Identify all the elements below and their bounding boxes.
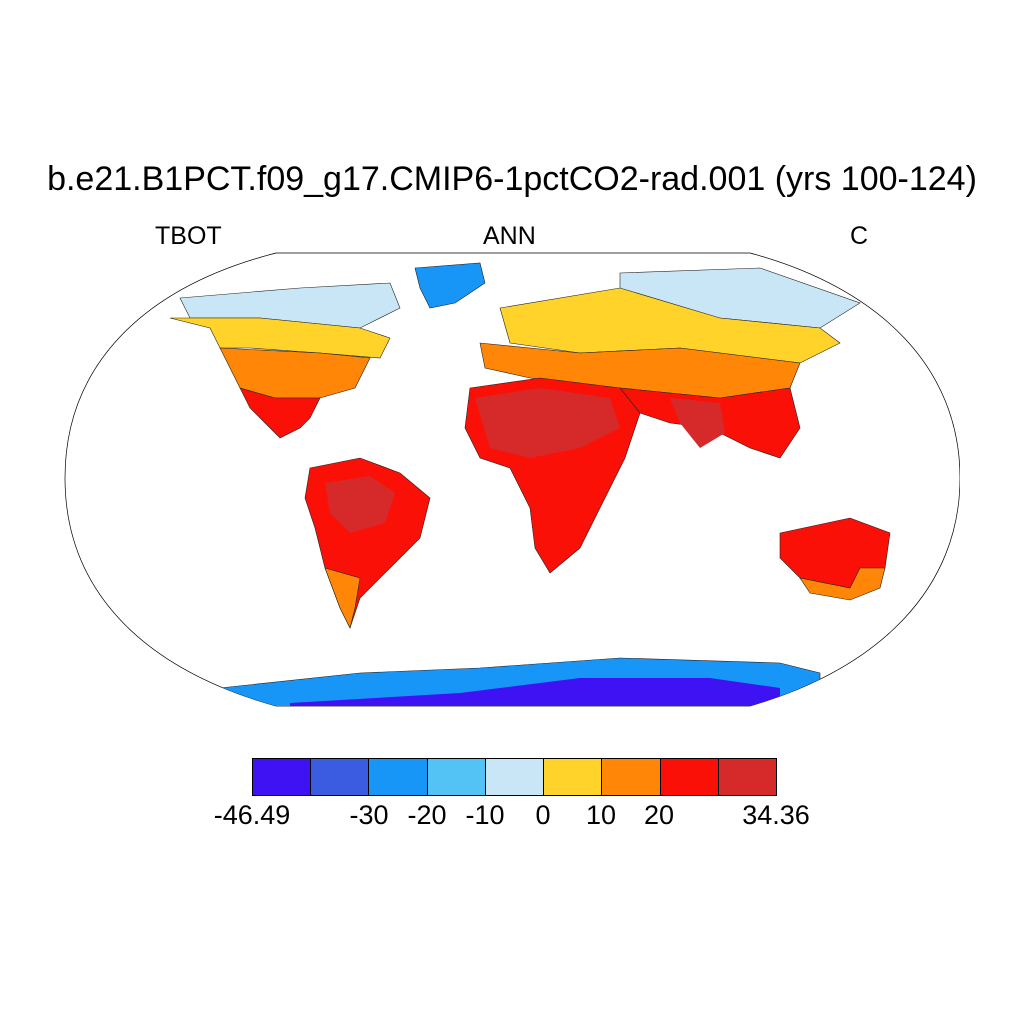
colorbar-swatch	[718, 759, 776, 795]
plot-title: b.e21.B1PCT.f09_g17.CMIP6-1pctCO2-rad.00…	[47, 160, 977, 198]
variable-label: TBOT	[155, 222, 222, 250]
central-america	[239, 387, 321, 439]
antarctica-interior	[290, 678, 780, 706]
colorbar-label: 0	[535, 800, 551, 830]
units-label: C	[850, 222, 869, 250]
amazon-hot	[325, 476, 395, 533]
colorbar-label: 34.36	[742, 800, 810, 830]
greenland	[414, 262, 486, 309]
colorbar-swatch	[427, 759, 486, 795]
india-hot	[670, 398, 725, 448]
colorbar-swatch	[311, 759, 370, 795]
colorbar-swatch	[602, 759, 661, 795]
australia-south	[799, 567, 886, 601]
colorbar-label: -20	[407, 800, 447, 830]
colorbar-swatch	[660, 759, 719, 795]
colorbar-swatch	[544, 759, 603, 795]
season-label: ANN	[483, 222, 536, 250]
colorbar	[252, 758, 777, 796]
sahara-hot	[475, 388, 620, 458]
patagonia	[324, 567, 361, 629]
colorbar-labels: -46.49 -30 -20 -10 0 10 20 34.36	[0, 800, 1024, 840]
colorbar-label: -10	[465, 800, 505, 830]
colorbar-swatch	[369, 759, 428, 795]
world-map	[64, 252, 960, 707]
colorbar-swatch	[485, 759, 545, 795]
eurasia-cool	[499, 287, 841, 364]
colorbar-label: 20	[643, 800, 675, 830]
colorbar-label: -46.49	[213, 800, 291, 830]
colorbar-swatch	[253, 759, 312, 795]
colorbar-label: 10	[585, 800, 617, 830]
colorbar-label: -30	[349, 800, 389, 830]
